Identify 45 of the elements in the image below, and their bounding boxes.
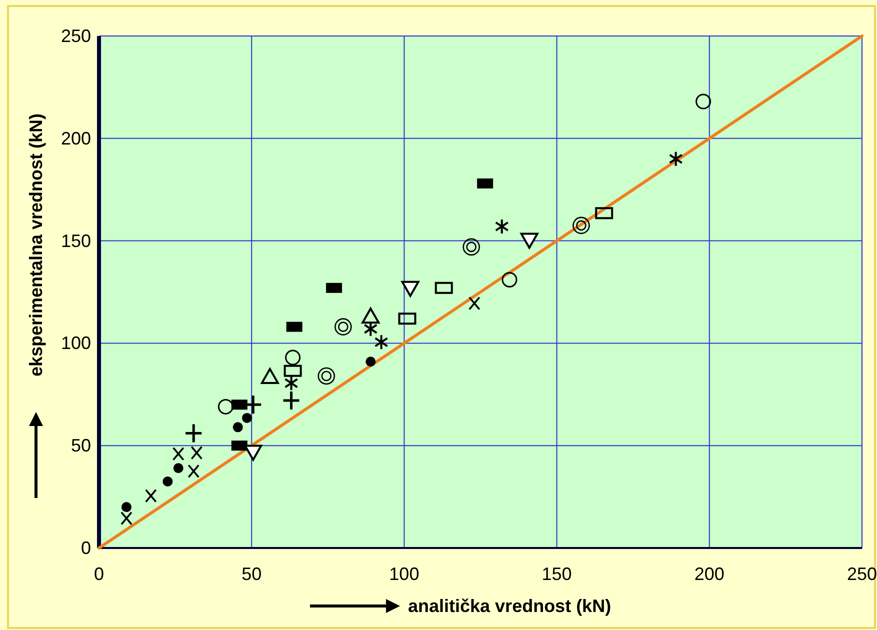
point	[520, 232, 538, 249]
point	[190, 446, 203, 460]
point	[282, 390, 301, 411]
point	[144, 488, 157, 503]
point	[232, 422, 243, 432]
y-tick-label: 50	[70, 436, 91, 456]
point	[260, 368, 279, 384]
x-tick-label: 100	[389, 564, 420, 584]
x-tick-label: 50	[242, 564, 262, 584]
point	[173, 463, 184, 474]
y-tick-label: 200	[60, 128, 91, 148]
point	[334, 318, 352, 336]
x-axis-title: analitička vrednost (kN)	[408, 596, 612, 616]
point	[494, 218, 509, 234]
point	[362, 308, 380, 324]
y-axis-title: eksperimentalna vrednost (kN)	[26, 113, 46, 377]
point	[374, 334, 388, 350]
y-tick-label: 100	[60, 333, 91, 354]
point	[184, 423, 203, 444]
point	[242, 412, 252, 423]
point	[162, 476, 173, 486]
point	[121, 502, 132, 512]
x-tick-label: 150	[542, 564, 572, 584]
point	[318, 367, 336, 385]
x-tick-label: 0	[94, 564, 104, 584]
point	[188, 464, 200, 478]
point	[120, 511, 132, 526]
point	[172, 446, 184, 461]
y-tick-label: 150	[60, 230, 91, 251]
point	[364, 320, 378, 337]
point	[218, 398, 234, 414]
point	[572, 216, 590, 234]
point	[366, 356, 376, 367]
point	[284, 375, 298, 392]
point	[502, 272, 518, 288]
y-tick-label: 250	[60, 26, 91, 46]
point	[668, 150, 683, 167]
point	[696, 94, 712, 110]
point	[401, 280, 420, 297]
point	[462, 238, 480, 256]
y-tick-label: 0	[80, 538, 91, 558]
x-tick-label: 250	[846, 564, 877, 584]
x-tick-label: 200	[694, 564, 724, 584]
point	[285, 350, 301, 366]
point	[468, 296, 480, 310]
